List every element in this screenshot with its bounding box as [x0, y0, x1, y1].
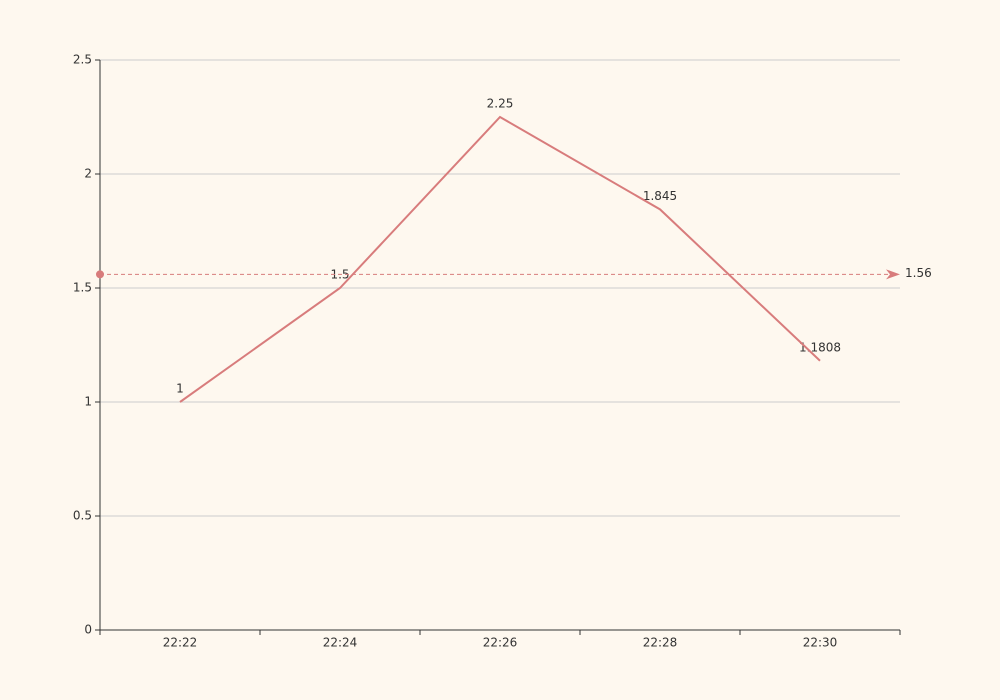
y-tick-label: 1 [84, 395, 92, 409]
y-tick-label: 0 [84, 623, 92, 637]
x-tick-label: 22:22 [163, 636, 198, 650]
x-tick-label: 22:26 [483, 636, 518, 650]
y-tick-label: 2.5 [73, 53, 92, 67]
data-label: 2.25 [487, 97, 514, 111]
data-label: 1.845 [643, 189, 677, 203]
mark-line-start [96, 270, 104, 279]
series-line [179, 115, 821, 403]
y-tick-label: 2 [84, 167, 92, 181]
data-label: 1 [176, 382, 184, 396]
x-tick-label: 22:28 [643, 636, 678, 650]
y-tick-label: 1.5 [73, 281, 92, 295]
mark-line-arrow [886, 269, 900, 280]
x-tick-label: 22:30 [803, 636, 838, 650]
y-tick-label: 0.5 [73, 509, 92, 523]
x-tick-label: 22:24 [323, 636, 358, 650]
mark-line-label: 1.56 [905, 266, 932, 280]
